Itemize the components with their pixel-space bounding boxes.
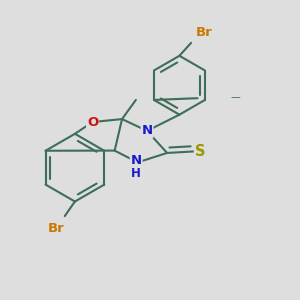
Text: —: — xyxy=(231,92,241,102)
Text: S: S xyxy=(195,144,205,159)
Text: Br: Br xyxy=(48,221,65,235)
Text: Br: Br xyxy=(196,26,213,39)
Text: N: N xyxy=(142,124,153,137)
Text: N: N xyxy=(130,154,142,167)
Text: O: O xyxy=(87,116,98,128)
Text: H: H xyxy=(131,167,141,180)
